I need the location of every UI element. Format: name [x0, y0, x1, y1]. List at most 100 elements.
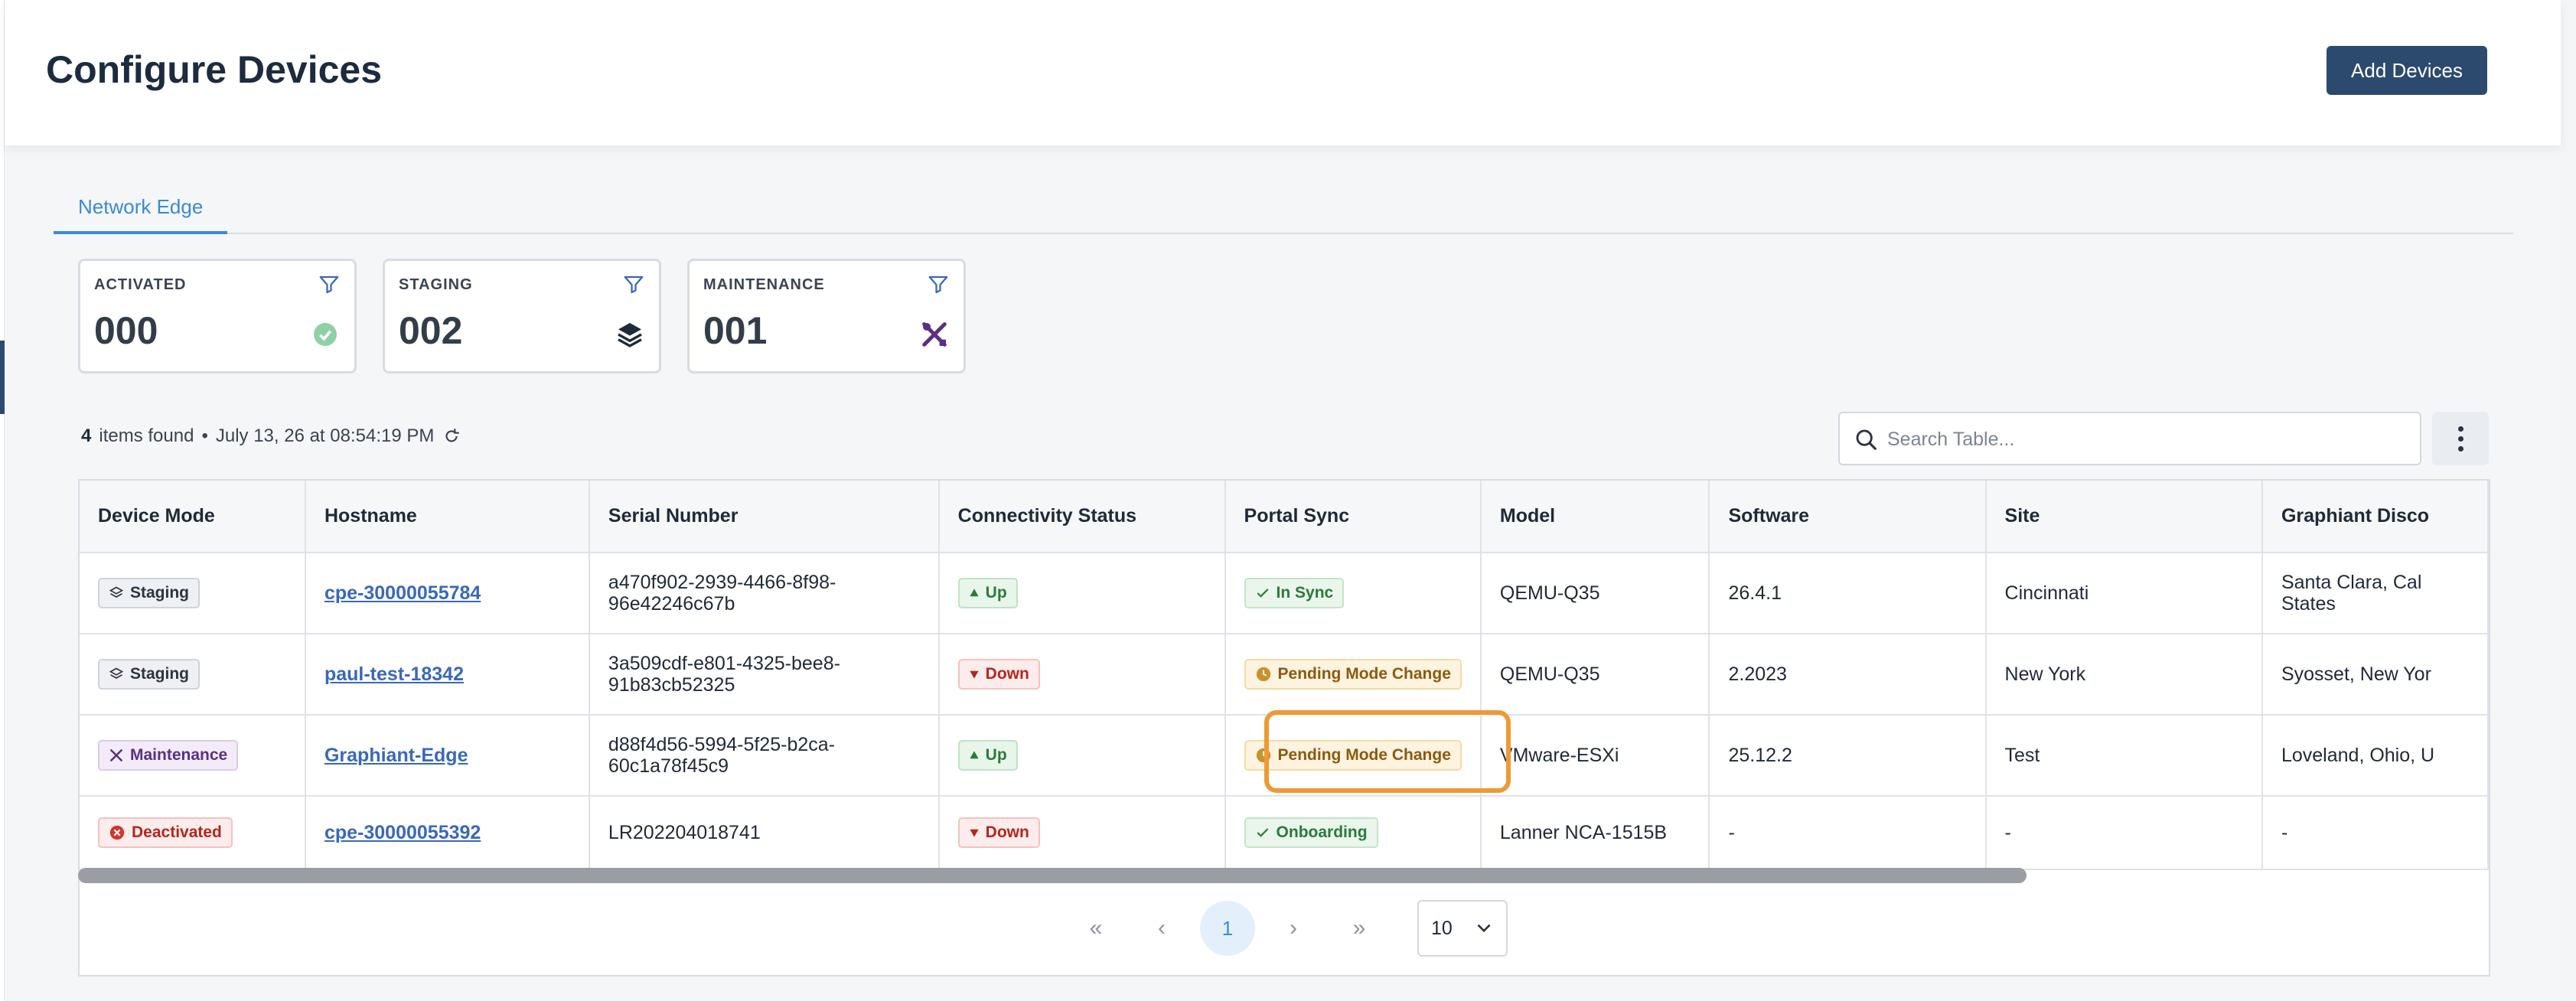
serial-number: d88f4d56-5994-5f25-b2ca-60c1a78f45c9: [589, 715, 940, 797]
connectivity-badge: Down: [957, 817, 1040, 848]
site: Test: [1985, 715, 2263, 797]
tools-icon: [922, 322, 947, 347]
hostname-link[interactable]: cpe-30000055392: [324, 821, 481, 843]
first-page-button[interactable]: «: [1089, 915, 1103, 941]
filter-icon[interactable]: [622, 273, 645, 296]
model: QEMU-Q35: [1480, 634, 1710, 716]
software: -: [1709, 796, 1987, 870]
current-page[interactable]: 1: [1200, 901, 1255, 956]
more-options-button[interactable]: [2432, 412, 2489, 465]
results-timestamp: July 13, 26 at 08:54:19 PM: [215, 426, 435, 446]
badge-label: Down: [985, 823, 1029, 841]
table-header-row: Device Mode Hostname Serial Number Conne…: [80, 481, 2489, 553]
filter-icon[interactable]: [927, 273, 950, 296]
software: 25.12.2: [1709, 715, 1987, 797]
search-box: [1838, 412, 2421, 465]
site: -: [1985, 796, 2263, 870]
card-staging[interactable]: STAGING 002: [383, 259, 661, 373]
previous-page-button[interactable]: ‹: [1158, 915, 1166, 941]
badge-label: Staging: [130, 584, 189, 602]
pagination: « ‹ 1 › » 10: [1068, 900, 1508, 957]
column-header-graphiant-disco[interactable]: Graphiant Disco: [2261, 481, 2489, 553]
x-circle-icon: [109, 825, 125, 840]
arrow-up-icon: [970, 751, 979, 759]
card-activated[interactable]: ACTIVATED 000: [78, 259, 357, 373]
check-circle-icon: [314, 323, 337, 346]
card-label: MAINTENANCE: [703, 276, 825, 293]
clock-icon: [1256, 667, 1270, 682]
connectivity-badge: Up: [957, 740, 1018, 771]
software: 2.2023: [1709, 634, 1987, 716]
connectivity-badge: Up: [957, 578, 1018, 608]
table-row[interactable]: Deactivated cpe-30000055392 LR2022040187…: [80, 796, 2489, 870]
layers-icon: [109, 667, 124, 679]
layers-icon: [109, 586, 124, 598]
page-size-value: 10: [1431, 917, 1453, 939]
devices-table: Device Mode Hostname Serial Number Conne…: [78, 479, 2490, 977]
column-header-portal-sync[interactable]: Portal Sync: [1224, 481, 1482, 553]
card-label: STAGING: [399, 276, 473, 293]
column-header-connectivity-status[interactable]: Connectivity Status: [938, 481, 1226, 553]
clock-icon: [1256, 748, 1270, 763]
column-header-site[interactable]: Site: [1985, 481, 2263, 553]
portal-sync-badge: In Sync: [1244, 578, 1345, 608]
results-count: 4: [81, 426, 92, 446]
arrow-down-icon: [970, 829, 979, 837]
connectivity-badge: Down: [957, 659, 1040, 690]
site: New York: [1985, 634, 2263, 716]
device-mode-badge: Maintenance: [98, 740, 239, 771]
badge-label: Onboarding: [1276, 823, 1368, 841]
page-size-select[interactable]: 10: [1417, 900, 1508, 957]
column-header-model[interactable]: Model: [1480, 481, 1710, 553]
badge-label: Pending Mode Change: [1277, 746, 1451, 764]
badge-label: Staging: [130, 665, 189, 683]
table: Device Mode Hostname Serial Number Conne…: [80, 481, 2489, 870]
table-row[interactable]: Staging cpe-30000055784 a470f902-2939-44…: [80, 553, 2489, 634]
location: -: [2261, 796, 2489, 870]
next-page-button[interactable]: ›: [1290, 915, 1297, 941]
filter-icon[interactable]: [318, 273, 341, 296]
add-devices-button[interactable]: Add Devices: [2327, 46, 2487, 95]
card-maintenance[interactable]: MAINTENANCE 001: [687, 259, 966, 373]
location: Santa Clara, Cal States: [2261, 553, 2489, 634]
horizontal-scrollbar[interactable]: [78, 868, 2027, 883]
card-count: 001: [703, 309, 768, 352]
serial-number: LR202204018741: [589, 796, 940, 870]
badge-label: Up: [985, 746, 1007, 764]
chevron-down-icon: [1477, 924, 1491, 933]
device-mode-badge: Deactivated: [98, 817, 233, 848]
model: VMware-ESXi: [1480, 715, 1710, 797]
model: Lanner NCA-1515B: [1480, 796, 1710, 870]
column-header-device-mode[interactable]: Device Mode: [80, 481, 306, 553]
table-row[interactable]: Staging paul-test-18342 3a509cdf-e801-43…: [80, 634, 2489, 716]
results-separator: •: [201, 426, 208, 446]
results-label: items found: [99, 426, 194, 446]
arrow-up-icon: [970, 589, 979, 597]
last-page-button[interactable]: »: [1352, 915, 1366, 941]
column-header-hostname[interactable]: Hostname: [305, 481, 590, 553]
serial-number: 3a509cdf-e801-4325-bee8-91b83cb52325: [589, 634, 940, 716]
badge-label: In Sync: [1276, 584, 1334, 602]
hostname-link[interactable]: paul-test-18342: [324, 663, 464, 685]
check-icon: [1257, 828, 1268, 837]
kebab-dot: [2457, 445, 2464, 452]
badge-label: Pending Mode Change: [1277, 665, 1451, 683]
location: Syosset, New Yor: [2261, 634, 2489, 716]
column-header-serial-number[interactable]: Serial Number: [589, 481, 940, 553]
refresh-icon[interactable]: [442, 426, 461, 446]
badge-label: Down: [985, 665, 1029, 683]
tab-bar: Network Edge: [54, 182, 2513, 234]
hostname-link[interactable]: cpe-30000055784: [324, 582, 481, 604]
page-title: Configure Devices: [46, 48, 383, 91]
results-summary: 4 items found • July 13, 26 at 08:54:19 …: [81, 426, 461, 447]
column-header-software[interactable]: Software: [1709, 481, 1987, 553]
hostname-link[interactable]: Graphiant-Edge: [324, 744, 468, 766]
layers-icon: [618, 323, 642, 347]
device-mode-badge: Staging: [98, 659, 200, 690]
table-row[interactable]: Maintenance Graphiant-Edge d88f4d56-5994…: [80, 715, 2489, 797]
software: 26.4.1: [1709, 553, 1987, 634]
search-input[interactable]: [1887, 422, 2408, 456]
kebab-dot: [2457, 426, 2464, 432]
portal-sync-badge: Pending Mode Change: [1244, 659, 1462, 690]
tab-network-edge[interactable]: Network Edge: [54, 182, 228, 234]
